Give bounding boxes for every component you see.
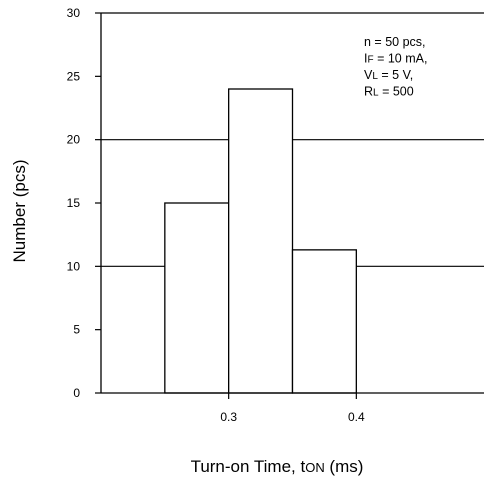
x-tick-label-0.3: 0.3	[220, 410, 237, 424]
y-tick-label-0: 0	[73, 386, 80, 400]
annotation-line-1: IF = 10 mA,	[364, 52, 427, 66]
annotation-line-3: RL = 500	[364, 85, 414, 99]
bar-0	[164, 202, 230, 394]
y-tick-label-25: 25	[67, 69, 81, 83]
x-tick-label-0.4: 0.4	[348, 410, 365, 424]
y-tick-label-15: 15	[67, 196, 81, 210]
y-axis-label: Number (pcs)	[10, 160, 29, 263]
y-tick-label-20: 20	[67, 133, 81, 147]
y-tick-label-30: 30	[67, 6, 81, 20]
bar-2	[291, 249, 357, 394]
annotation-line-0: n = 50 pcs,	[364, 35, 426, 49]
annotation-line-2: VL = 5 V,	[364, 68, 413, 82]
y-tick-label-10: 10	[67, 259, 81, 273]
y-tick-label-5: 5	[73, 323, 80, 337]
x-axis-label: Turn-on Time, tON (ms)	[191, 457, 364, 476]
bar-1	[228, 88, 294, 394]
